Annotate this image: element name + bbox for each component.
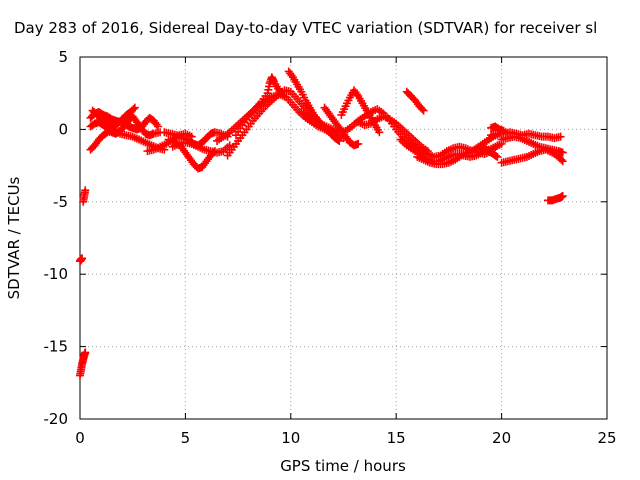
x-tick-label: 5 [181, 429, 191, 447]
data-point [130, 103, 139, 112]
grid [80, 57, 607, 419]
data-point [81, 348, 90, 357]
x-axis-label: GPS time / hours [280, 457, 406, 475]
x-tick-label: 25 [597, 429, 616, 447]
data-point [375, 128, 384, 137]
data-point [225, 141, 234, 150]
data-point [81, 186, 90, 195]
y-tick-label: -5 [53, 193, 68, 211]
data-point [335, 136, 344, 145]
data-point-fill [557, 155, 566, 164]
y-tick-label: -15 [44, 338, 69, 356]
data-point [419, 106, 428, 115]
data-point [558, 192, 567, 201]
data-point [354, 139, 363, 148]
data-point [278, 90, 287, 99]
x-ticks: 0 5 10 15 20 25 [75, 57, 617, 447]
data-point-fill [491, 151, 500, 160]
chart-title: Day 283 of 2016, Sidereal Day-to-day VTE… [14, 19, 597, 37]
data-point [493, 141, 502, 150]
y-tick-label: -20 [44, 410, 69, 428]
data-point [493, 152, 502, 161]
data-point [78, 254, 87, 263]
y-axis-label: SDTVAR / TECUs [5, 176, 23, 299]
y-tick-label: 5 [58, 48, 68, 66]
data-point-fill [333, 136, 342, 145]
y-tick-label: -10 [44, 265, 69, 283]
x-tick-label: 10 [281, 429, 300, 447]
data-point [558, 157, 567, 166]
x-tick-label: 0 [75, 429, 85, 447]
plot-frame [79, 56, 608, 420]
x-tick-label: 20 [492, 429, 511, 447]
data-point [187, 132, 196, 141]
x-tick-label: 15 [387, 429, 406, 447]
data-point-fill [129, 105, 138, 114]
y-tick-label: 0 [58, 120, 68, 138]
y-ticks: -20 -15 -10 -5 0 5 [44, 48, 607, 428]
data-point [153, 122, 162, 131]
data-point [556, 132, 565, 141]
data-point [558, 148, 567, 157]
data-points [76, 67, 567, 380]
data-point [499, 126, 508, 135]
data-point-fill [418, 105, 427, 114]
